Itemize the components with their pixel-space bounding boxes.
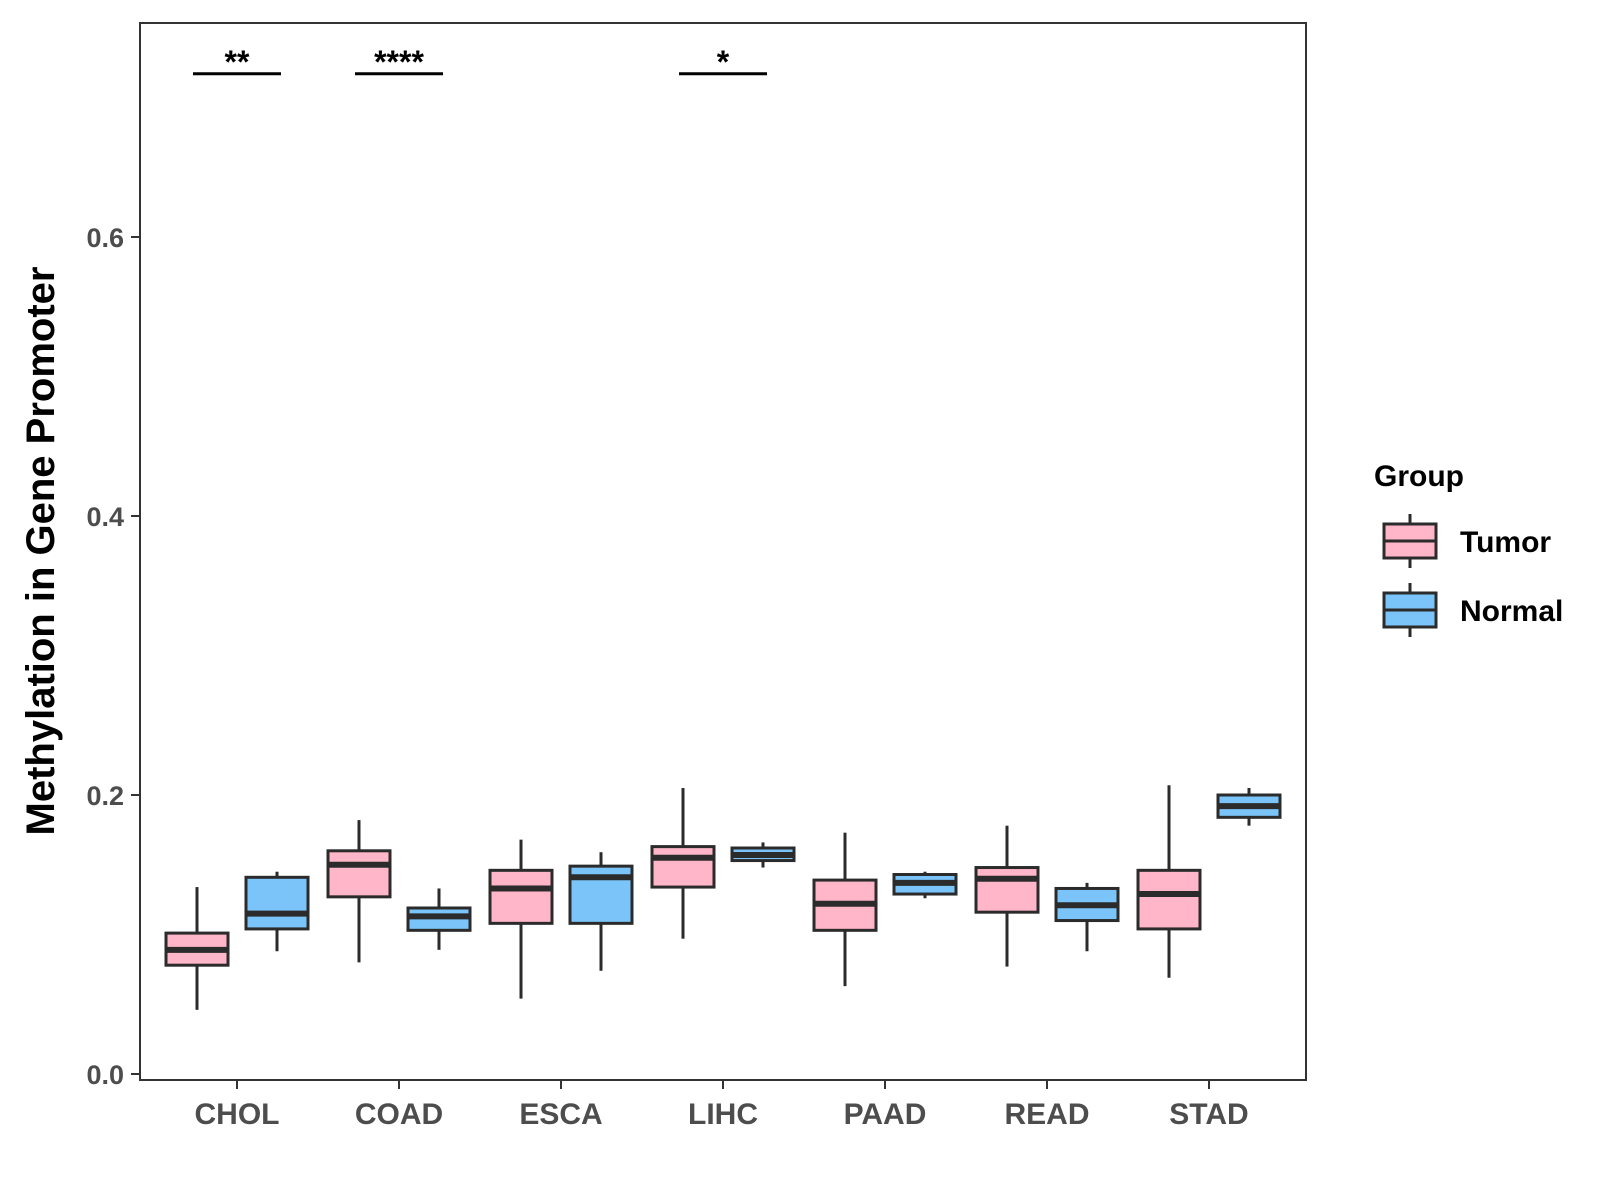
x-tick-label: CHOL (195, 1098, 280, 1131)
x-tick-label: PAAD (844, 1098, 927, 1131)
tumor-box-esca (488, 839, 554, 999)
y-axis-title: Methylation in Gene Promoter (19, 267, 63, 836)
significance-coad: **** (355, 44, 443, 80)
y-tick-label: 0.4 (86, 502, 124, 532)
tumor-box-lihc (650, 788, 716, 939)
normal-box-chol (244, 871, 310, 952)
tumor-box-stad (1136, 785, 1202, 978)
legend-label: Normal (1460, 595, 1563, 628)
y-tick-label: 0.0 (86, 1060, 124, 1090)
tumor-box-paad (812, 832, 878, 987)
legend-item-tumor: Tumor (1382, 514, 1551, 568)
box-body (650, 845, 716, 889)
box-body (488, 868, 554, 925)
x-tick-label: LIHC (688, 1098, 758, 1131)
significance-lihc: * (679, 44, 767, 80)
plot-panel (139, 22, 1307, 1081)
significance-layer: ** **** * (193, 44, 767, 80)
x-axis: CHOL COAD ESCA LIHC PAAD READ STAD (195, 1080, 1249, 1131)
significance-label: ** (225, 44, 250, 80)
x-tick-label: STAD (1169, 1098, 1248, 1131)
y-axis: 0.0 0.2 0.4 0.6 (86, 223, 140, 1090)
legend: Group Tumor Normal (1374, 460, 1563, 637)
tumor-box-chol (164, 887, 230, 1010)
tumor-box-coad (326, 820, 392, 963)
normal-box-coad (406, 888, 472, 950)
box-body (1136, 868, 1202, 931)
legend-label: Tumor (1460, 526, 1551, 559)
x-tick-label: COAD (355, 1098, 443, 1131)
x-tick-label: READ (1004, 1098, 1089, 1131)
y-tick-label: 0.2 (86, 781, 124, 811)
y-tick-label: 0.6 (86, 223, 124, 253)
normal-box-lihc (730, 842, 796, 868)
normal-box-stad (1216, 788, 1282, 826)
normal-box-esca (568, 852, 634, 971)
tumor-box-read (974, 825, 1040, 967)
significance-label: **** (374, 44, 424, 80)
significance-label: * (717, 44, 730, 80)
significance-chol: ** (193, 44, 281, 80)
x-tick-label: ESCA (519, 1098, 602, 1131)
legend-title: Group (1374, 460, 1464, 493)
box-body (974, 866, 1040, 914)
box-body (244, 875, 310, 931)
legend-item-normal: Normal (1382, 583, 1563, 637)
normal-box-paad (892, 871, 958, 899)
normal-box-read (1054, 882, 1120, 952)
box-body (326, 849, 392, 899)
box-layer (164, 785, 1282, 1010)
